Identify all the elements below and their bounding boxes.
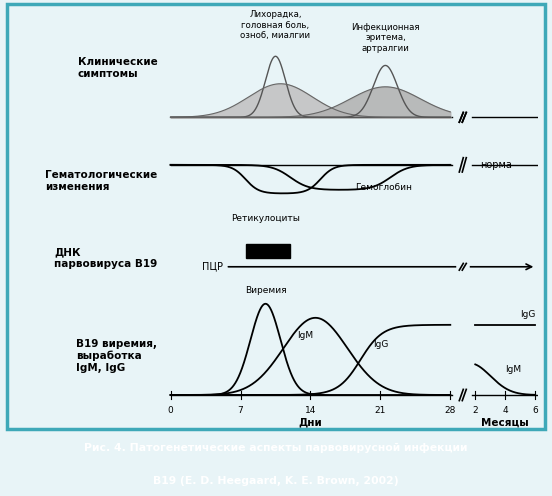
Text: 21: 21 [375, 406, 386, 415]
Text: Гематологические
изменения: Гематологические изменения [45, 170, 157, 192]
Text: Месяцы: Месяцы [481, 418, 529, 428]
Text: B19 виремия,
выработка
IgM, IgG: B19 виремия, выработка IgM, IgG [76, 339, 157, 373]
Text: Ретикулоциты: Ретикулоциты [231, 214, 300, 224]
Text: 6: 6 [532, 406, 538, 415]
Text: 28: 28 [444, 406, 456, 415]
Text: 14: 14 [305, 406, 316, 415]
Text: B19 (E. D. Heegaard, K. E. Brown, 2002): B19 (E. D. Heegaard, K. E. Brown, 2002) [153, 476, 399, 486]
Text: Дни: Дни [299, 418, 322, 428]
Text: 2: 2 [473, 406, 478, 415]
Text: IgM: IgM [298, 331, 314, 340]
Text: IgM: IgM [505, 365, 521, 374]
Text: Клинические
симптомы: Клинические симптомы [78, 58, 157, 79]
Text: IgG: IgG [520, 310, 535, 319]
Text: Гемоглобин: Гемоглобин [355, 184, 412, 192]
Text: IgG: IgG [373, 340, 388, 349]
Text: Лихорадка,
головная боль,
озноб, миалгии: Лихорадка, головная боль, озноб, миалгии [241, 10, 311, 40]
Text: ДНК
парвовируса B19: ДНК парвовируса B19 [54, 247, 157, 269]
Text: Инфекционная
эритема,
артралгии: Инфекционная эритема, артралгии [351, 23, 420, 53]
Text: 4: 4 [502, 406, 508, 415]
Bar [246, 244, 290, 258]
Text: ПЦР: ПЦР [201, 262, 222, 272]
Text: 0: 0 [168, 406, 173, 415]
Text: Рис. 4. Патогенетические аспекты парвовирусной инфекции: Рис. 4. Патогенетические аспекты парвови… [84, 443, 468, 453]
Text: Виремия: Виремия [245, 286, 286, 295]
Text: норма: норма [480, 160, 512, 170]
Text: 7: 7 [238, 406, 243, 415]
